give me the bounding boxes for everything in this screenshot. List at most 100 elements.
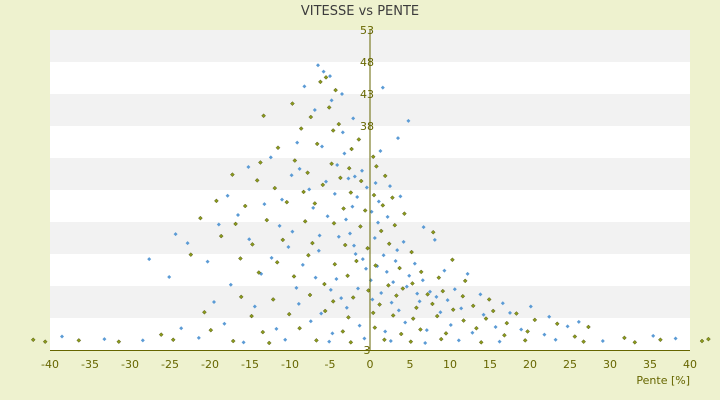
- data-point: [198, 215, 203, 221]
- data-point: [354, 258, 359, 264]
- data-point: [438, 310, 443, 315]
- data-point: [252, 304, 257, 309]
- data-point: [316, 63, 320, 68]
- data-point: [249, 313, 254, 319]
- data-point: [370, 297, 375, 302]
- data-point: [406, 118, 411, 123]
- data-point: [330, 299, 336, 304]
- data-point: [502, 332, 507, 338]
- data-point: [170, 337, 176, 343]
- data-point: [481, 312, 486, 317]
- data-point: [352, 243, 356, 248]
- data-point: [185, 241, 190, 246]
- data-point: [319, 311, 324, 316]
- x-tick-label: 5: [407, 358, 414, 371]
- data-point: [256, 270, 262, 275]
- data-point: [500, 301, 505, 306]
- data-point: [307, 292, 313, 298]
- data-point: [241, 340, 246, 345]
- data-point: [434, 294, 439, 299]
- data-point: [274, 260, 280, 265]
- data-point: [345, 273, 350, 279]
- data-point: [262, 202, 267, 207]
- data-point: [358, 178, 364, 184]
- data-point: [316, 248, 321, 253]
- data-point: [410, 281, 415, 286]
- data-point: [418, 269, 424, 275]
- data-point: [238, 256, 243, 261]
- data-point: [147, 257, 152, 262]
- data-point: [369, 209, 374, 214]
- data-point: [379, 291, 384, 296]
- data-point: [350, 295, 356, 300]
- data-point: [294, 285, 299, 290]
- data-point: [388, 184, 392, 189]
- data-point: [333, 87, 338, 93]
- data-point: [373, 180, 378, 185]
- data-point: [390, 195, 395, 200]
- data-point: [314, 141, 320, 147]
- data-point: [258, 160, 263, 165]
- x-tick-label: -10: [281, 358, 299, 371]
- data-points: [30, 63, 711, 346]
- data-point: [465, 271, 470, 276]
- data-point: [450, 307, 456, 312]
- data-point: [284, 199, 290, 205]
- data-point: [327, 339, 332, 344]
- x-tick-label: -20: [201, 358, 219, 371]
- data-point: [519, 327, 524, 332]
- data-point: [398, 331, 404, 337]
- x-tick-label: -25: [161, 358, 179, 371]
- data-point: [275, 145, 281, 151]
- x-tick-label: 15: [483, 358, 497, 371]
- data-point: [553, 337, 558, 342]
- data-point: [291, 274, 297, 279]
- data-point: [383, 329, 388, 334]
- data-point: [277, 223, 282, 228]
- data-point: [384, 269, 389, 274]
- data-point: [514, 311, 519, 316]
- data-point: [334, 276, 339, 281]
- data-point: [706, 336, 711, 342]
- data-point: [424, 328, 429, 333]
- data-point: [651, 333, 656, 338]
- data-point: [490, 308, 496, 314]
- data-point: [306, 252, 311, 258]
- data-point: [317, 233, 322, 238]
- data-point: [60, 334, 64, 339]
- data-point: [364, 266, 368, 271]
- data-point: [167, 275, 172, 280]
- data-point: [222, 321, 227, 326]
- data-point: [396, 136, 400, 141]
- data-point: [452, 287, 457, 292]
- data-point: [470, 303, 476, 309]
- data-point: [102, 337, 107, 342]
- data-point: [370, 154, 376, 160]
- data-point: [308, 114, 314, 120]
- data-point: [385, 214, 390, 219]
- data-point: [404, 284, 409, 289]
- data-point: [295, 140, 300, 145]
- data-point: [386, 241, 392, 247]
- y-tick-label: 53: [360, 24, 374, 37]
- data-point: [438, 336, 444, 342]
- data-point: [360, 257, 365, 262]
- data-point: [576, 319, 581, 324]
- data-point: [394, 293, 399, 298]
- data-point: [318, 79, 323, 85]
- data-point: [389, 300, 394, 305]
- data-point: [393, 259, 398, 264]
- data-point: [542, 332, 547, 337]
- data-point: [440, 288, 446, 294]
- data-point: [600, 339, 605, 344]
- data-point: [212, 300, 216, 304]
- data-point: [346, 176, 351, 181]
- data-point: [356, 286, 360, 291]
- data-point: [326, 105, 332, 110]
- data-point: [30, 337, 36, 343]
- data-point: [412, 261, 417, 266]
- data-point: [456, 338, 461, 343]
- data-point: [342, 151, 347, 156]
- data-point: [218, 233, 224, 239]
- data-point: [434, 313, 440, 319]
